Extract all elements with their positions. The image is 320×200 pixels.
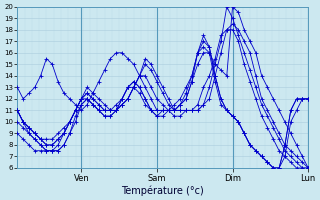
X-axis label: Température (°c): Température (°c) [121,185,204,196]
